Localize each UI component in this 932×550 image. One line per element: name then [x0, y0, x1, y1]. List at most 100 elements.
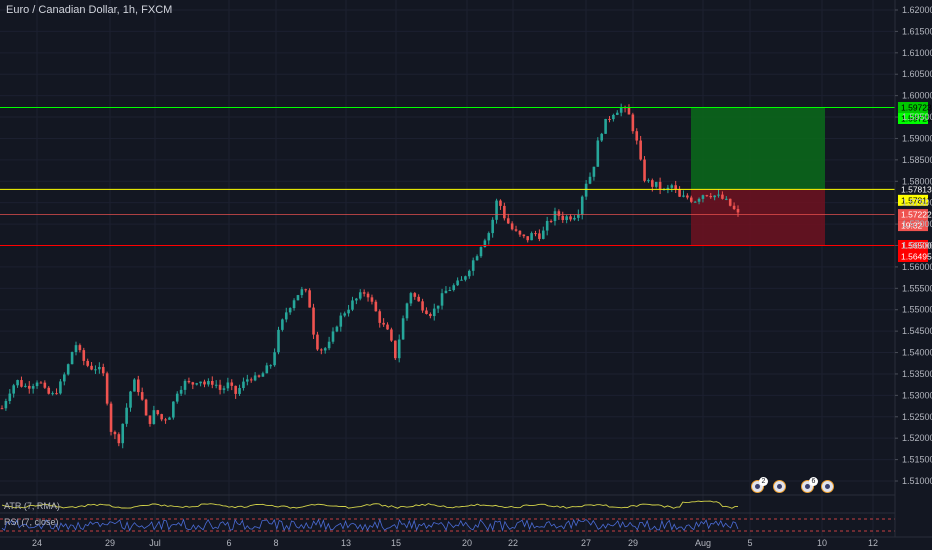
candle-body: [573, 217, 576, 220]
candle-body: [175, 393, 179, 402]
candle-body: [456, 280, 459, 286]
candle-body: [569, 216, 572, 220]
candle-body: [70, 352, 74, 365]
candle-body: [226, 382, 230, 389]
economic-event-icon[interactable]: 6: [801, 477, 818, 493]
candle-body: [214, 384, 218, 386]
candle-body: [674, 185, 677, 190]
candle-body: [109, 403, 113, 432]
candle-body: [487, 233, 491, 241]
candle-body: [627, 107, 631, 115]
candle-body: [503, 205, 506, 219]
candle-body: [378, 311, 382, 323]
candle-body: [0, 408, 4, 410]
candle-body: [20, 380, 23, 387]
candle-body: [460, 279, 463, 281]
candle-body: [300, 289, 304, 296]
candle-body: [183, 380, 187, 390]
candle-body: [604, 118, 607, 134]
candle-body: [117, 434, 121, 444]
candle-body: [717, 194, 720, 196]
target-price-tag: [898, 101, 928, 113]
x-tick-label: 27: [581, 538, 591, 548]
candle-body: [736, 209, 740, 213]
economic-event-icon[interactable]: [821, 480, 834, 493]
candle-body: [499, 200, 502, 206]
candle-body: [518, 230, 522, 235]
candle-body: [421, 301, 424, 311]
candle-body: [670, 185, 674, 188]
candle-body: [725, 198, 728, 200]
candle-body: [31, 386, 35, 389]
candle-body: [63, 374, 66, 382]
atr-indicator-label[interactable]: ATR (7, RMA): [4, 501, 60, 511]
candle-body: [600, 133, 604, 141]
candle-body: [257, 375, 261, 377]
candle-body: [475, 256, 479, 261]
candle-body: [709, 195, 713, 198]
candle-body: [514, 229, 518, 231]
long-position-tool: [691, 107, 825, 246]
candle-body: [140, 392, 144, 400]
candle-body: [218, 384, 222, 390]
candle-body: [432, 308, 436, 317]
candle-body: [619, 107, 623, 113]
candle-body: [327, 341, 331, 349]
candle-body: [59, 381, 62, 394]
candle-body: [55, 393, 58, 395]
candle-body: [689, 197, 693, 202]
candle-body: [210, 381, 214, 385]
candle-body: [168, 417, 171, 420]
candle-body: [654, 181, 658, 187]
economic-event-icon[interactable]: 2: [751, 477, 768, 493]
candle-body: [370, 297, 374, 302]
candle-body: [658, 181, 662, 189]
y-tick-label: 1.57000: [902, 219, 932, 229]
candle-body: [565, 216, 568, 221]
candle-body: [631, 114, 635, 132]
y-tick-label: 1.55000: [902, 305, 932, 315]
target-price-tag-label: 1.59723: [901, 102, 932, 112]
candle-body: [261, 373, 265, 377]
loss-zone: [691, 189, 825, 246]
rsi-indicator-label[interactable]: RSI (7, close): [4, 517, 59, 527]
candle-body: [35, 382, 39, 387]
candle-body: [39, 382, 43, 384]
x-tick-label: Aug: [695, 538, 711, 548]
x-tick-label: 13: [341, 538, 351, 548]
last-price-tag: [898, 209, 928, 221]
x-tick-label: 24: [32, 538, 42, 548]
candle-body: [592, 166, 596, 177]
candle-body: [82, 350, 86, 361]
candle-body: [401, 318, 405, 340]
candle-body: [105, 373, 109, 404]
candle-body: [74, 345, 78, 353]
candle-body: [187, 380, 191, 383]
candle-body: [728, 198, 732, 206]
chart-title: Euro / Canadian Dollar, 1h, FXCM: [6, 4, 173, 16]
y-tick-label: 1.60000: [902, 91, 932, 101]
candle-body: [308, 290, 311, 308]
candle-body: [678, 189, 681, 197]
candle-body: [358, 292, 362, 299]
candle-body: [705, 195, 709, 197]
candle-body: [156, 410, 160, 415]
y-tick-label: 1.61000: [902, 48, 932, 58]
candle-body: [541, 230, 545, 239]
y-tick-label: 1.53000: [902, 390, 932, 400]
candle-countdown-tag: [898, 220, 928, 232]
candle-body: [651, 180, 654, 187]
candle-body: [612, 114, 615, 120]
candle-body: [253, 375, 257, 381]
candle-body: [323, 348, 327, 351]
candle-body: [265, 365, 269, 374]
candle-body: [90, 365, 93, 370]
candle-body: [464, 276, 467, 280]
candle-body: [133, 379, 136, 392]
economic-event-icon[interactable]: [773, 480, 786, 493]
candle-body: [409, 293, 413, 304]
candle-body: [160, 414, 163, 420]
time-axis: 24 29 Jul 6 8 13 15 20 22 27 29 Aug 5 10 12: [0, 536, 932, 548]
candle-body: [510, 223, 514, 230]
